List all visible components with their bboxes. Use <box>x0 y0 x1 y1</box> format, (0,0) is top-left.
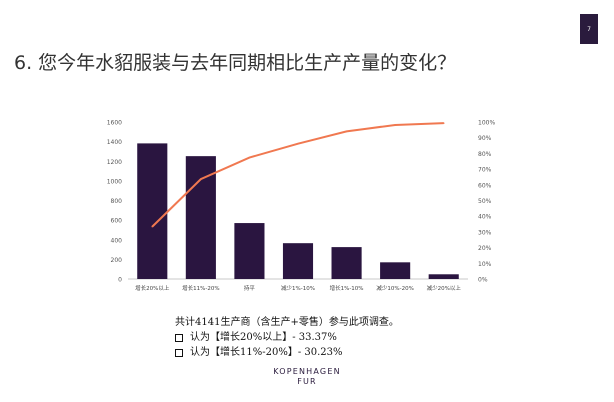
note-line-2: 认为【增长20%以上】- 33.37% <box>190 332 337 343</box>
note-item-1: 认为【增长20%以上】- 33.37% <box>175 330 399 345</box>
cumulative-point <box>345 130 348 133</box>
bar <box>282 243 314 279</box>
y-left-tick-label: 1600 <box>107 120 122 127</box>
y-right-tick-label: 70% <box>478 167 492 174</box>
y-right-tick-label: 100% <box>478 120 495 127</box>
y-left-tick-label: 400 <box>111 237 123 244</box>
y-right-tick-label: 30% <box>478 229 492 236</box>
y-left-tick-label: 1200 <box>107 159 122 166</box>
note-line-3: 认为【增长11%-20%】- 30.23% <box>190 347 343 358</box>
cumulative-point <box>248 156 251 159</box>
cumulative-point <box>151 225 154 228</box>
page-title: 6. 您今年水貂服装与去年同期相比生产产量的变化？ <box>14 52 457 74</box>
bar <box>234 223 265 279</box>
survey-note: 共计4141生产商（含生产+零售）参与此项调查。 认为【增长20%以上】- 33… <box>175 315 399 360</box>
cumulative-point <box>200 178 202 180</box>
y-left-tick-label: 0 <box>118 277 122 284</box>
brand-line-2: FUR <box>297 377 317 386</box>
cumulative-point <box>297 142 299 145</box>
x-tick-label: 增长1%-10% <box>330 284 364 292</box>
y-right-tick-label: 10% <box>478 261 492 268</box>
y-left-tick-label: 200 <box>111 257 123 264</box>
checkbox-square-icon <box>175 348 183 357</box>
page-number: 7 <box>587 25 591 33</box>
note-item-2: 认为【增长11%-20%】- 30.23% <box>175 345 399 360</box>
y-right-tick-label: 20% <box>478 245 492 252</box>
y-left-tick-label: 800 <box>111 198 123 205</box>
x-tick-label: 增长11%-20% <box>182 284 219 292</box>
brand-line-1: KOPENHAGEN <box>273 367 341 376</box>
checkbox-square-icon <box>175 333 183 342</box>
x-tick-label: 减少1%-10% <box>281 284 315 292</box>
x-tick-label: 增长20%以上 <box>135 284 170 292</box>
note-line-1: 共计4141生产商（含生产+零售）参与此项调查。 <box>175 317 399 328</box>
brand-logo: KOPENHAGEN FUR <box>0 367 614 387</box>
bar <box>428 274 459 279</box>
y-right-tick-label: 80% <box>478 151 492 158</box>
cumulative-point <box>442 122 445 124</box>
y-left-tick-label: 1400 <box>107 139 122 146</box>
bar <box>185 156 216 279</box>
y-left-tick-label: 1000 <box>107 178 122 185</box>
bar <box>331 247 362 279</box>
y-right-tick-label: 50% <box>478 198 492 205</box>
page-number-badge: 7 <box>580 14 598 44</box>
x-tick-label: 减少20%以上 <box>427 284 462 292</box>
bar <box>137 143 168 279</box>
bar <box>380 262 411 279</box>
cumulative-point <box>394 124 396 126</box>
y-right-tick-label: 90% <box>478 135 492 142</box>
y-left-tick-label: 600 <box>111 218 123 225</box>
y-right-tick-label: 60% <box>478 182 492 189</box>
x-tick-label: 持平 <box>244 284 256 292</box>
pareto-chart: 0 200 400 600 800 1000 1200 1400 1600 0% 10% 20% 30%… <box>107 120 496 293</box>
y-right-tick-label: 40% <box>478 214 492 221</box>
x-tick-label: 减少10%-20% <box>376 284 413 292</box>
y-right-tick-label: 0% <box>478 277 488 284</box>
